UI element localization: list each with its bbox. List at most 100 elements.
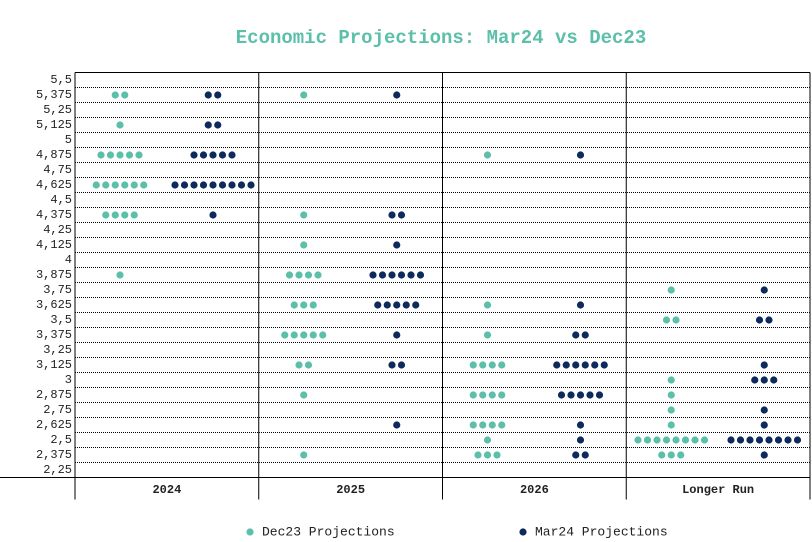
y-tick-label: 4,875 xyxy=(36,148,72,162)
dot xyxy=(397,361,406,369)
dot xyxy=(407,271,415,279)
dot xyxy=(576,421,585,429)
dot xyxy=(765,316,773,324)
dot xyxy=(388,271,396,279)
dot-cluster xyxy=(760,421,768,429)
dot xyxy=(125,151,134,159)
dot xyxy=(237,181,246,189)
dot xyxy=(667,376,675,384)
dot xyxy=(388,211,396,219)
dot xyxy=(667,286,675,294)
dot xyxy=(483,331,492,339)
dot xyxy=(111,181,119,189)
dot xyxy=(760,451,768,459)
dot xyxy=(784,436,792,444)
legend-marker xyxy=(246,528,254,536)
dot xyxy=(576,436,585,444)
dot xyxy=(393,331,401,339)
dot-cluster xyxy=(393,91,401,99)
dot xyxy=(567,391,575,399)
dot xyxy=(760,286,768,294)
y-tick-label: 3,125 xyxy=(36,358,72,372)
dot-cluster xyxy=(285,271,322,279)
dot xyxy=(572,451,580,459)
dot-cluster xyxy=(393,331,401,339)
dot xyxy=(474,451,482,459)
dot xyxy=(209,211,217,219)
dot-cluster xyxy=(388,211,406,219)
dot xyxy=(643,436,652,444)
dot xyxy=(228,181,236,189)
dot xyxy=(576,391,585,399)
dot xyxy=(309,301,317,309)
y-tick-label: 4,75 xyxy=(43,163,72,177)
dot xyxy=(653,436,661,444)
dot xyxy=(218,151,227,159)
dot-cluster xyxy=(474,451,501,459)
y-tick-label: 5,5 xyxy=(50,73,72,87)
dot-cluster xyxy=(393,421,401,429)
dot-cluster xyxy=(553,361,608,369)
y-tick-label: 3,375 xyxy=(36,328,72,342)
dot xyxy=(600,361,608,369)
dot xyxy=(553,361,561,369)
dot xyxy=(295,271,303,279)
dot-cluster xyxy=(116,271,124,279)
dot xyxy=(171,181,179,189)
y-tick-label: 3,75 xyxy=(43,283,72,297)
y-tick-label: 3 xyxy=(65,373,72,387)
dot xyxy=(774,436,783,444)
dot-cluster xyxy=(760,406,768,414)
dot xyxy=(97,151,105,159)
dot xyxy=(214,121,222,129)
dot xyxy=(300,451,308,459)
dot-cluster xyxy=(204,91,222,99)
dot xyxy=(300,91,308,99)
dot-cluster xyxy=(667,406,675,414)
y-tick-label: 4,375 xyxy=(36,208,72,222)
dot xyxy=(498,421,506,429)
dot xyxy=(130,181,138,189)
y-tick-label: 3,625 xyxy=(36,298,72,312)
dot-cluster xyxy=(92,181,148,189)
x-tick-label: 2024 xyxy=(152,483,181,497)
dot-cluster xyxy=(667,376,675,384)
dot-cluster xyxy=(469,361,506,369)
dot xyxy=(576,151,585,159)
dot xyxy=(300,331,308,339)
x-tick-label: Longer Run xyxy=(682,483,754,497)
dot xyxy=(469,421,477,429)
y-tick-label: 2,5 xyxy=(50,433,72,447)
y-tick-label: 3,25 xyxy=(43,343,72,357)
dot xyxy=(469,391,477,399)
dot xyxy=(591,361,599,369)
dot xyxy=(667,451,675,459)
dot xyxy=(572,361,580,369)
dot xyxy=(121,181,129,189)
dot xyxy=(214,91,222,99)
dot xyxy=(483,301,492,309)
dot-cluster xyxy=(204,121,222,129)
dot xyxy=(658,451,666,459)
dot-cluster xyxy=(751,376,778,384)
dot xyxy=(121,211,129,219)
dot xyxy=(667,391,675,399)
dot-cluster xyxy=(300,211,308,219)
dot xyxy=(572,331,580,339)
dot xyxy=(393,91,401,99)
dot xyxy=(691,436,699,444)
dot xyxy=(209,181,217,189)
dot-cluster xyxy=(634,436,709,444)
dot xyxy=(300,241,308,249)
dot xyxy=(581,361,589,369)
y-tick-label: 2,375 xyxy=(36,448,72,462)
dot xyxy=(498,391,506,399)
dot xyxy=(479,361,487,369)
dot-cluster xyxy=(572,451,589,459)
y-tick-label: 2,25 xyxy=(43,463,72,477)
y-tick-label: 4,625 xyxy=(36,178,72,192)
dot xyxy=(140,181,148,189)
dot xyxy=(383,301,391,309)
dot xyxy=(247,181,255,189)
